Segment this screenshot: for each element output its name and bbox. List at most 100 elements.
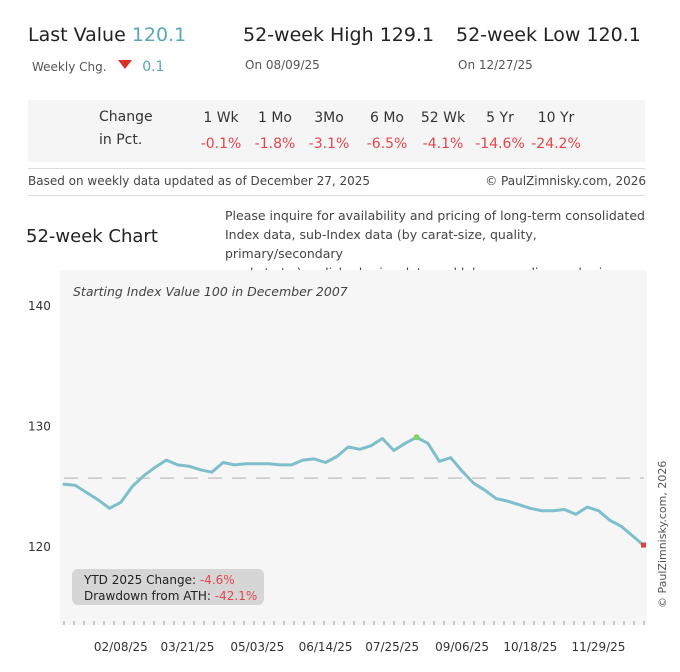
data-point (517, 503, 521, 506)
data-point (335, 455, 339, 458)
y-tick-label: 130 (28, 419, 51, 433)
x-tick-label: 06/14/25 (299, 640, 353, 654)
watermark-vertical: © PaulZimnisky.com, 2026 (656, 460, 669, 608)
data-point (403, 442, 407, 445)
data-point (244, 462, 248, 465)
change-period-header: 1 Mo (257, 110, 292, 126)
x-tick-label: 09/06/25 (435, 640, 489, 654)
data-point (62, 483, 66, 486)
divider (28, 168, 645, 169)
week52-high-date: On 08/09/25 (245, 58, 320, 72)
data-point (165, 458, 168, 462)
data-point (324, 461, 327, 464)
change-period-value: -4.1% (422, 136, 464, 152)
change-period-header: 1 Wk (203, 110, 239, 126)
change-period-header: 3Mo (314, 110, 344, 126)
data-point (472, 481, 475, 485)
data-point (85, 491, 88, 494)
data-point (449, 456, 452, 459)
x-tick-label: 05/03/25 (230, 640, 284, 654)
data-point (392, 449, 396, 452)
change-period-value: -24.2% (531, 136, 581, 152)
high-marker (413, 434, 420, 441)
change-period-header: 6 Mo (369, 110, 404, 126)
inquiry-line: Index data, sub-Index data (by carat-siz… (225, 227, 537, 261)
data-point (506, 499, 509, 503)
ytd-label: YTD 2025 Change: (84, 573, 197, 587)
week52-high-value: 129.1 (379, 24, 435, 46)
data-point (483, 489, 486, 492)
data-point (256, 462, 259, 465)
week52-low-date: On 12/27/25 (458, 58, 533, 72)
change-period-header: 5 Yr (486, 110, 514, 126)
week52-high-label: 52-week High (243, 24, 374, 46)
data-point (563, 508, 566, 511)
y-tick-label: 120 (28, 540, 51, 554)
data-point (381, 437, 384, 440)
data-point (108, 507, 111, 510)
data-point (96, 498, 100, 502)
data-point (267, 462, 270, 465)
copyright: © PaulZimnisky.com, 2026 (485, 174, 646, 188)
change-period-value: -0.1% (200, 136, 242, 152)
drawdown-label: Drawdown from ATH: (84, 589, 211, 603)
week52-low-value: 120.1 (586, 24, 641, 46)
data-point (222, 461, 225, 464)
x-tick-label: 02/08/25 (94, 640, 148, 654)
change-label-line2: in Pct. (99, 132, 143, 148)
data-point (290, 463, 293, 467)
data-point (278, 463, 282, 467)
week52-low: 52-week Low 120.1 (456, 24, 641, 46)
data-point (199, 468, 202, 471)
data-point (74, 484, 77, 487)
x-tick-label: 03/21/25 (161, 640, 215, 654)
change-period-value: -3.1% (308, 136, 350, 152)
chart-subtitle: Starting Index Value 100 in December 200… (73, 284, 348, 299)
change-label-line1: Change (99, 109, 153, 125)
ytd-value: -4.6% (199, 573, 235, 587)
data-point (574, 513, 577, 516)
last-value-label: Last Value (28, 24, 126, 46)
data-point (608, 519, 612, 522)
drawdown-value: -42.1% (214, 589, 258, 603)
last-value: Last Value 120.1 (28, 24, 186, 46)
data-point (142, 474, 145, 477)
data-point (494, 497, 498, 500)
x-tick-label: 11/29/25 (572, 640, 626, 654)
data-point (153, 466, 157, 469)
weekly-change-value: 0.1 (142, 59, 165, 75)
low-marker (641, 542, 646, 548)
data-point (187, 464, 191, 468)
legend-box (72, 569, 264, 605)
divider (28, 195, 645, 196)
y-tick-label: 140 (28, 299, 51, 313)
x-tick-label: 07/25/25 (365, 640, 419, 654)
series-line (62, 435, 646, 548)
footer-note: Based on weekly data updated as of Decem… (28, 174, 371, 188)
data-point (210, 470, 214, 474)
change-period-header: 52 Wk (420, 110, 466, 126)
data-point (176, 463, 179, 467)
week52-high: 52-week High 129.1 (243, 24, 434, 46)
data-point (460, 469, 464, 473)
data-point (131, 485, 134, 488)
data-point (369, 444, 373, 447)
data-point (358, 448, 361, 451)
week52-low-label: 52-week Low (456, 24, 581, 46)
data-point (426, 442, 430, 445)
data-point (438, 460, 441, 463)
data-point (347, 445, 350, 449)
x-tick-label: 10/18/25 (503, 640, 557, 654)
inquiry-line: Please inquire for availability and pric… (225, 208, 645, 223)
data-point (119, 501, 123, 504)
data-point (631, 534, 634, 538)
data-point (301, 458, 305, 462)
change-table (28, 100, 645, 162)
data-point (529, 507, 532, 510)
ytd-change: YTD 2025 Change: -4.6% (84, 573, 235, 587)
data-point (585, 505, 589, 509)
data-point (620, 525, 623, 528)
chart-heading: 52-week Chart (26, 226, 158, 247)
weekly-change: Weekly Chg. 0.1 (32, 59, 164, 75)
